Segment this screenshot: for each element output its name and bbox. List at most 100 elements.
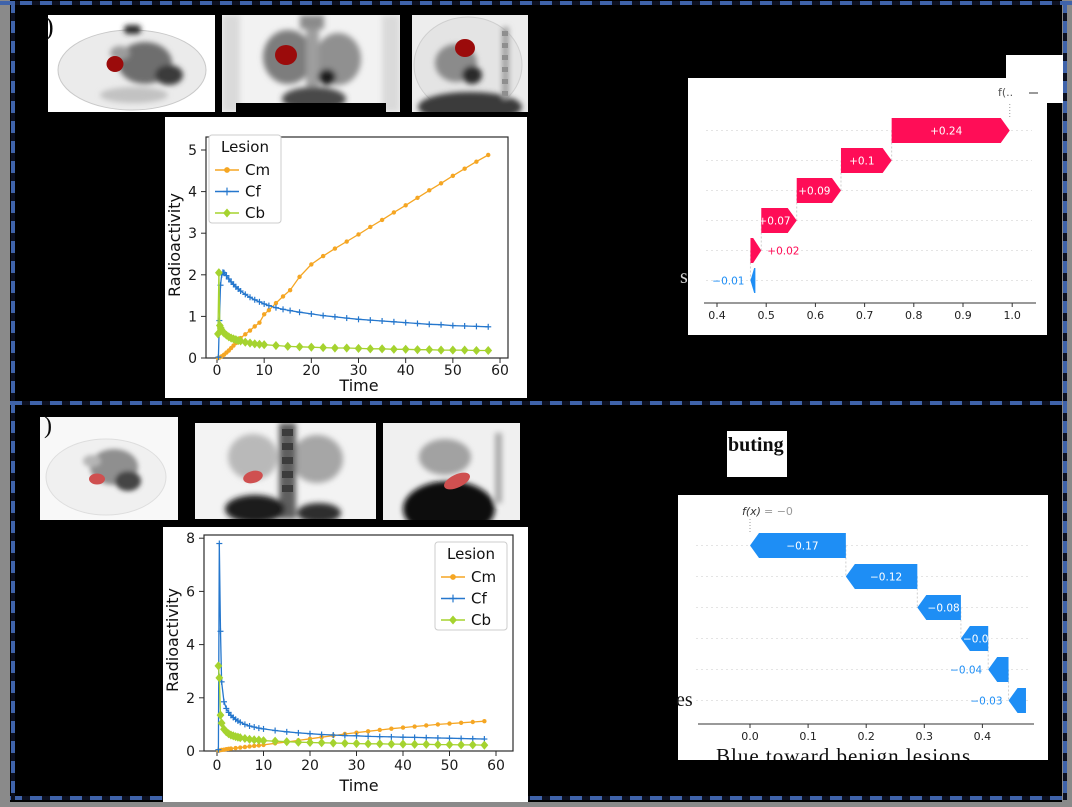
svg-text:−0.01: −0.01 (712, 276, 744, 288)
svg-text:2: 2 (186, 691, 195, 707)
svg-text:= −0: = −0 (764, 505, 793, 518)
svg-text:30: 30 (350, 363, 368, 379)
frame-bottom (0, 802, 1072, 807)
shap-waterfall-a-svg: 0.4 0.5 0.6 0.7 0.8 0.9 1.0 +0.24 +0.1 +0.09 +0.07… (704, 98, 1036, 322)
svg-text:0.5: 0.5 (757, 309, 775, 322)
feature-name-fragment-b: es (676, 689, 693, 711)
panel-b-label: ) (44, 413, 52, 439)
svg-text:−0.04: −0.04 (950, 665, 982, 677)
shap-waterfall-b-svg: 0.0 0.1 0.2 0.3 0.4 −0.17 −0.12 −0.08 −0.05 −0.04… (696, 505, 1034, 743)
svg-text:Radioactivity: Radioactivity (165, 193, 184, 297)
shap-waterfall-panel-b: 0.0 0.1 0.2 0.3 0.4 −0.17 −0.12 −0.08 −0.05 −0.04… (678, 495, 1048, 760)
svg-text:2: 2 (188, 268, 197, 284)
svg-text:4: 4 (186, 638, 195, 654)
svg-text:0: 0 (188, 351, 197, 367)
svg-text:0.8: 0.8 (905, 309, 923, 322)
svg-text:50: 50 (444, 363, 462, 379)
svg-text:30: 30 (348, 758, 366, 774)
svg-text:1: 1 (188, 309, 197, 325)
svg-text:Cf: Cf (245, 183, 261, 201)
svg-text:0.7: 0.7 (856, 309, 874, 322)
svg-text:5: 5 (188, 143, 197, 159)
svg-text:20: 20 (302, 363, 320, 379)
white-cover-box (1006, 55, 1063, 103)
shap-waterfall-panel-a: 0.4 0.5 0.6 0.7 0.8 0.9 1.0 +0.24 +0.1 +0.09 +0.07… (688, 78, 1047, 335)
svg-text:−0.05: −0.05 (963, 634, 995, 646)
svg-text:+0.1: +0.1 (849, 156, 875, 168)
svg-text:0.1: 0.1 (799, 730, 817, 743)
selection-border-top (0, 1, 1072, 5)
svg-text:0.2: 0.2 (857, 730, 875, 743)
svg-text:40: 40 (397, 363, 415, 379)
pet-image-sagittal-a (412, 15, 528, 112)
svg-text:10: 10 (255, 363, 273, 379)
svg-text:Time: Time (338, 376, 378, 395)
selection-border-left (11, 1, 15, 800)
svg-text:8: 8 (186, 531, 195, 547)
lesion-marker (106, 56, 124, 72)
frame-right (1062, 0, 1072, 807)
svg-text:20: 20 (301, 758, 319, 774)
tac-chart-b-svg: 0 10 20 30 40 50 60 0 2 4 6 8 Time Radioactivity Lesio… (163, 531, 514, 795)
svg-text:Cf: Cf (471, 590, 487, 608)
caption-fragment-bottom-text: Blue toward benign lesions (716, 744, 972, 760)
panel-a-label: ) (45, 12, 54, 41)
svg-text:−0.03: −0.03 (970, 696, 1002, 708)
svg-text:f(x): f(x) (742, 505, 761, 518)
frame-left (0, 0, 10, 807)
svg-text:0.6: 0.6 (807, 309, 825, 322)
svg-text:0: 0 (213, 758, 222, 774)
svg-text:50: 50 (441, 758, 459, 774)
feature-name-fragment-a: s (680, 266, 688, 288)
svg-text:0: 0 (213, 363, 222, 379)
svg-text:Time: Time (338, 776, 378, 795)
tac-chart-panel-b: 0 10 20 30 40 50 60 0 2 4 6 8 Time Radioactivity Lesio… (163, 527, 528, 802)
svg-text:0.4: 0.4 (708, 309, 726, 322)
svg-text:+0.24: +0.24 (930, 126, 962, 138)
svg-text:60: 60 (491, 363, 509, 379)
svg-text:0: 0 (186, 744, 195, 760)
fx-fragment-text: f(.. (998, 86, 1014, 99)
svg-text:Cb: Cb (245, 204, 265, 222)
svg-text:−0.17: −0.17 (786, 541, 818, 553)
svg-text:Cm: Cm (245, 161, 270, 179)
svg-text:1.0: 1.0 (1003, 309, 1021, 322)
lesion-marker (89, 473, 105, 485)
fx-label-fragment-a: f(.. (998, 86, 1039, 99)
lesion-marker (455, 39, 475, 57)
pet-image-axial-a (48, 15, 215, 112)
svg-text:10: 10 (255, 758, 273, 774)
selection-border-middle (10, 401, 1062, 405)
svg-text:4: 4 (188, 185, 197, 201)
svg-text:Cb: Cb (471, 611, 491, 629)
svg-text:−0.08: −0.08 (928, 603, 960, 615)
pet-image-coronal-b (195, 423, 376, 519)
svg-text:Cm: Cm (471, 568, 496, 586)
svg-text:0.9: 0.9 (954, 309, 972, 322)
svg-text:3: 3 (188, 226, 197, 242)
svg-text:6: 6 (186, 584, 195, 600)
svg-text:Lesion: Lesion (447, 545, 495, 563)
svg-text:Radioactivity: Radioactivity (163, 588, 182, 692)
lesion-marker (275, 45, 297, 65)
svg-text:+0.07: +0.07 (758, 216, 790, 228)
tac-chart-panel-a: 0 10 20 30 40 50 60 0 1 2 3 4 5 Time Radioactivity Lesi… (165, 117, 527, 398)
svg-text:+0.09: +0.09 (798, 186, 830, 198)
pet-image-axial-b (40, 417, 178, 520)
svg-text:0.4: 0.4 (974, 730, 992, 743)
pet-image-coronal-a (222, 15, 400, 112)
pet-image-sagittal-b (383, 423, 520, 520)
lesion-marker (243, 470, 263, 484)
svg-text:60: 60 (487, 758, 505, 774)
svg-text:+0.02: +0.02 (767, 246, 799, 258)
selection-border-right (1063, 1, 1067, 800)
caption-fragment-bottom: Blue toward benign lesions (716, 744, 1048, 760)
lesion-marker (444, 472, 470, 490)
selection-border-bottom (10, 796, 1062, 800)
svg-text:0.3: 0.3 (916, 730, 934, 743)
svg-text:40: 40 (394, 758, 412, 774)
tac-chart-a-svg: 0 10 20 30 40 50 60 0 1 2 3 4 5 Time Radioactivity Lesi… (165, 134, 509, 395)
fx-equals-fragment (1029, 92, 1039, 94)
caption-fragment-top: buting (727, 431, 787, 477)
